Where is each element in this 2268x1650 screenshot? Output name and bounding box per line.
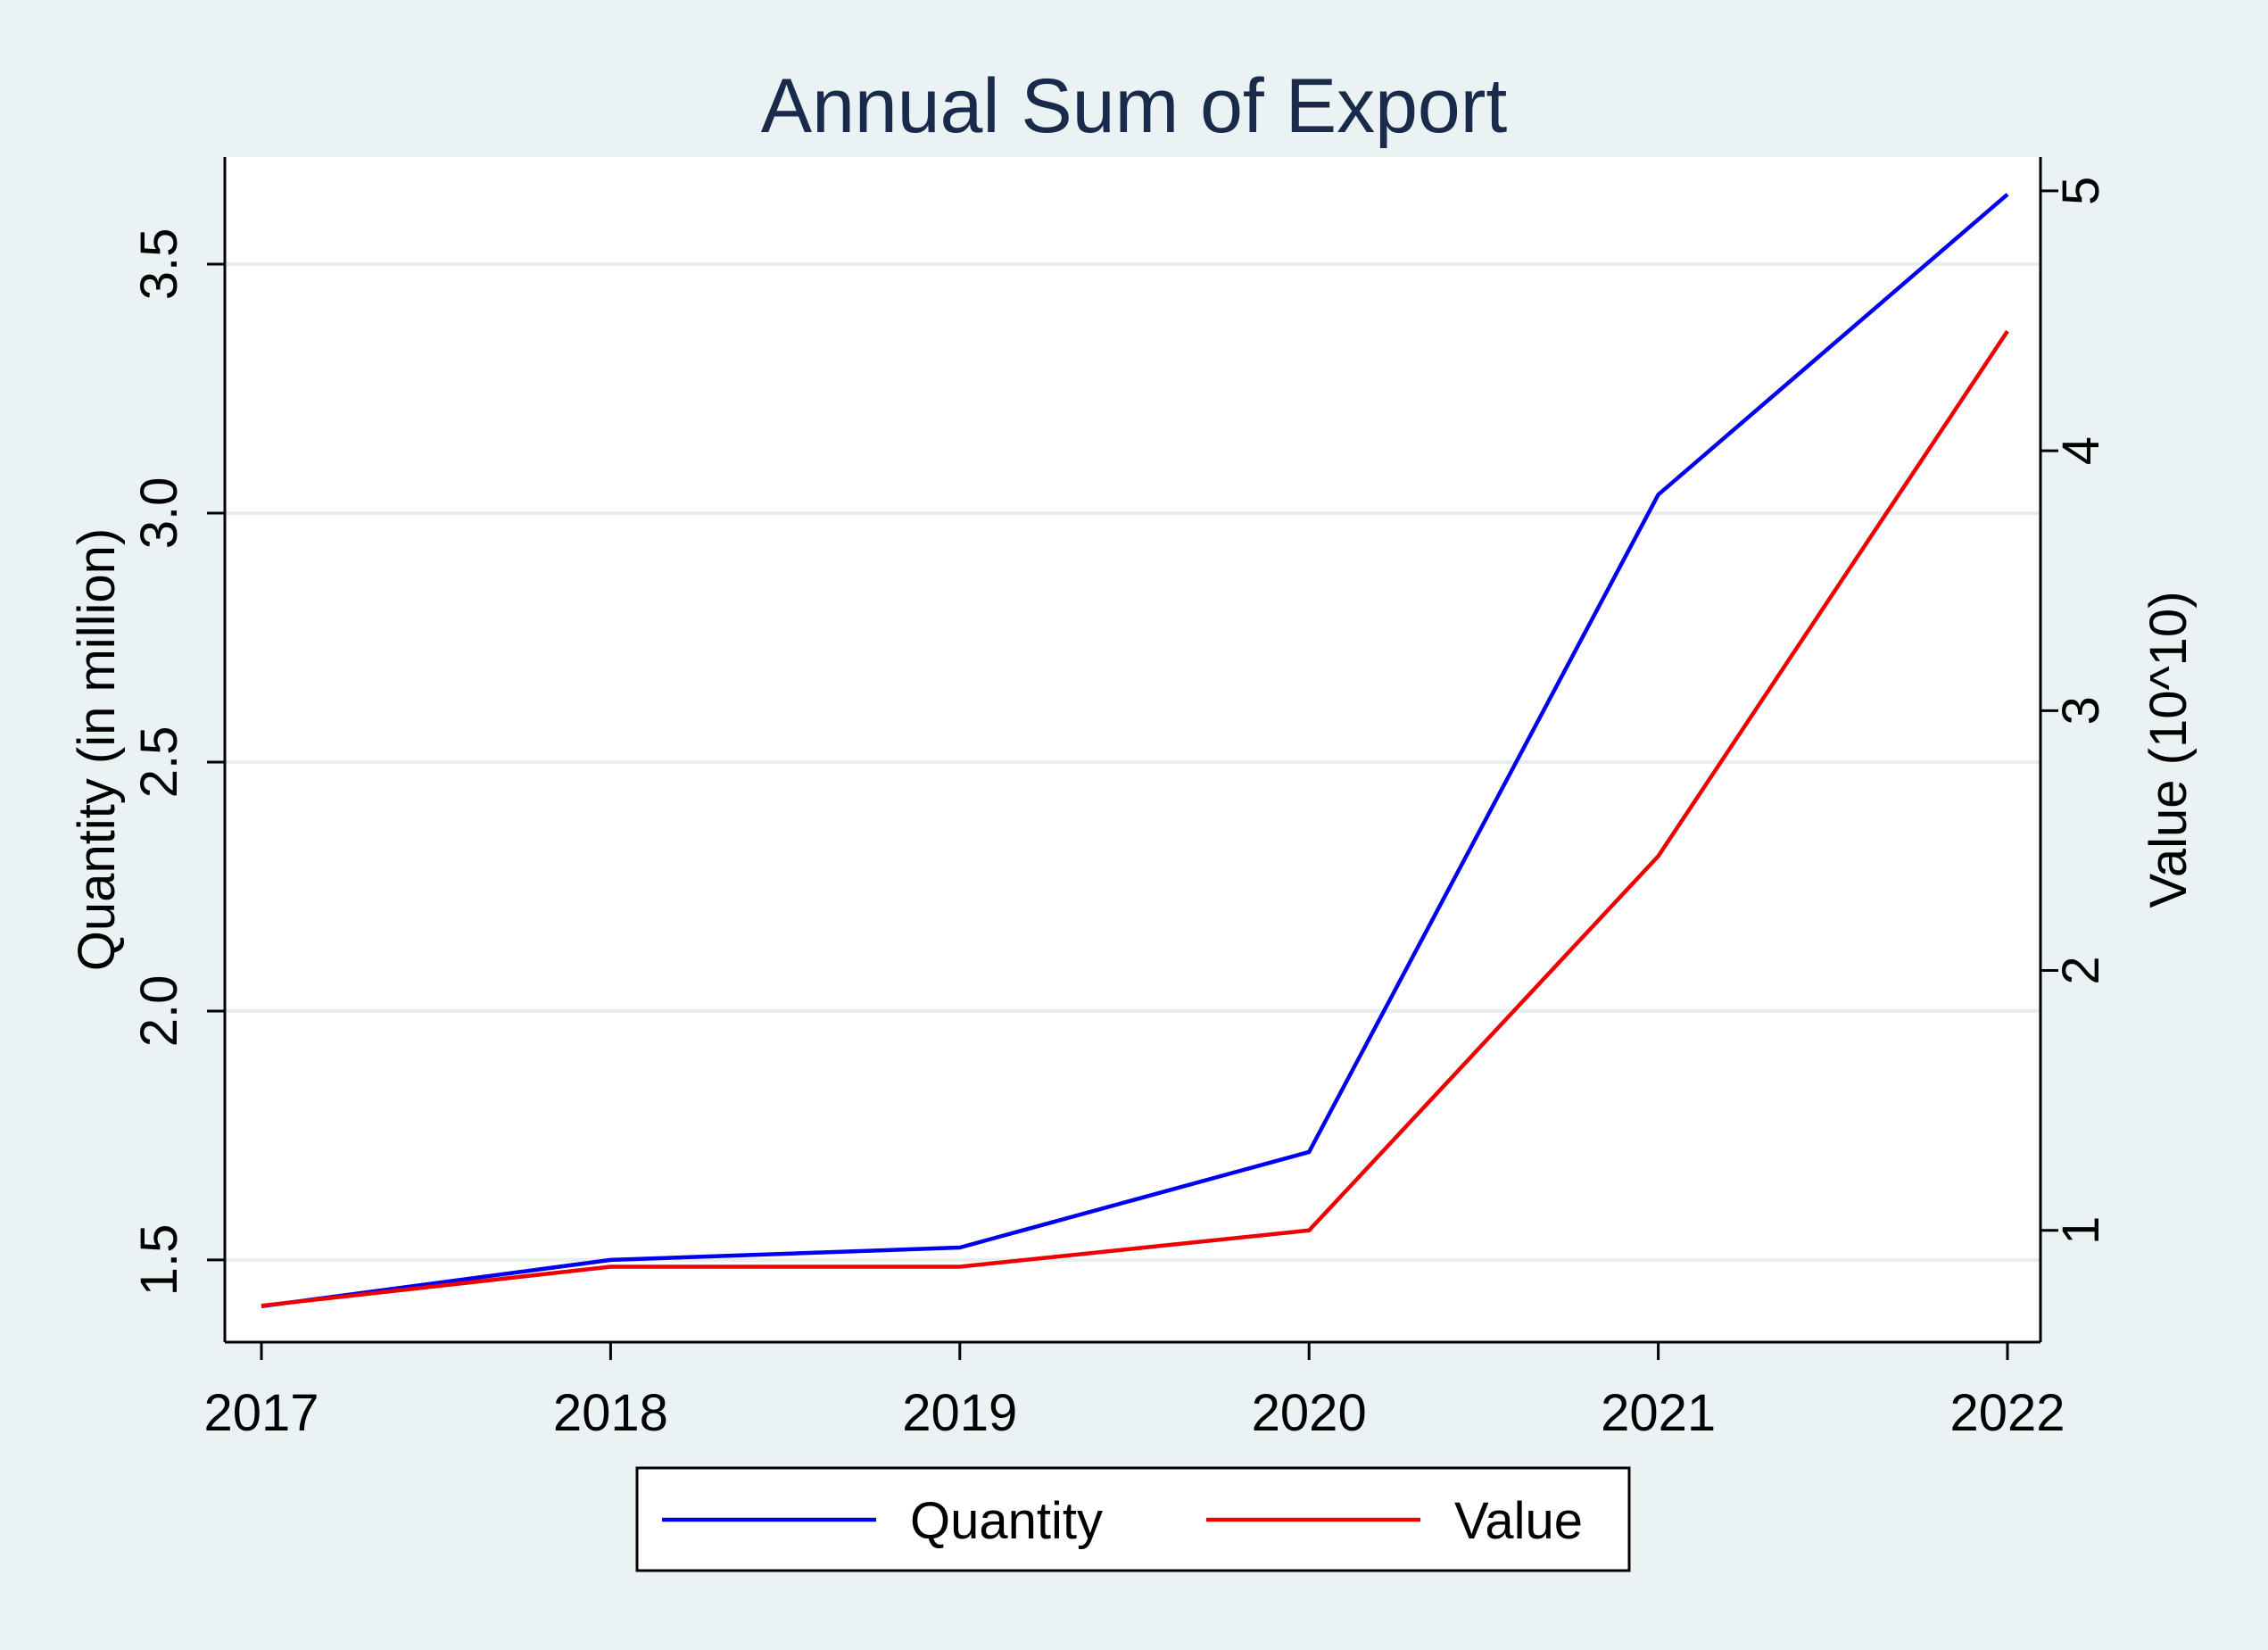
x-tick-label-2: 2019	[902, 1384, 1017, 1442]
right-tick-label-2: 3	[2052, 696, 2110, 725]
x-tick-label-0: 2017	[203, 1384, 319, 1442]
gridlines	[225, 261, 2040, 1262]
series-layer	[261, 193, 2009, 1309]
x-tick-label-1: 2018	[553, 1384, 668, 1442]
left-tick-label-4: 3.5	[130, 228, 188, 301]
x-tick-label-4: 2021	[1601, 1384, 1716, 1442]
legend: Quantity Value	[635, 1466, 1631, 1572]
right-tick-label-0: 1	[2052, 1216, 2110, 1245]
right-tick-label-3: 4	[2052, 436, 2110, 465]
legend-label-value: Value	[1454, 1492, 1583, 1550]
left-tick-label-2: 2.5	[130, 726, 188, 799]
left-tick-label-0: 1.5	[130, 1224, 188, 1297]
left-tick-label-1: 2.0	[130, 975, 188, 1048]
x-tick-label-5: 2022	[1949, 1384, 2065, 1442]
chart-title: Annual Sum of Export	[761, 63, 1508, 149]
series-line-quantity	[261, 193, 2009, 1309]
left-tick-label-3: 3.0	[130, 477, 188, 550]
series-line-value	[261, 329, 2009, 1308]
left-axis-ticks: 1.5 2.0 2.5 3.0 3.5	[130, 228, 225, 1297]
right-tick-label-4: 5	[2052, 177, 2110, 205]
right-axis-label: Value (10^10)	[2140, 591, 2198, 908]
left-axis-label: Quantity (in million)	[68, 528, 126, 971]
x-axis-ticks: 2017 2018 2019 2020 2021 2022	[203, 1342, 2065, 1442]
right-axis-ticks: 1 2 3 4 5	[2040, 177, 2110, 1245]
right-tick-label-1: 2	[2052, 956, 2110, 984]
plot-area	[225, 157, 2040, 1342]
legend-label-quantity: Quantity	[910, 1492, 1103, 1550]
x-tick-label-3: 2020	[1252, 1384, 1367, 1442]
